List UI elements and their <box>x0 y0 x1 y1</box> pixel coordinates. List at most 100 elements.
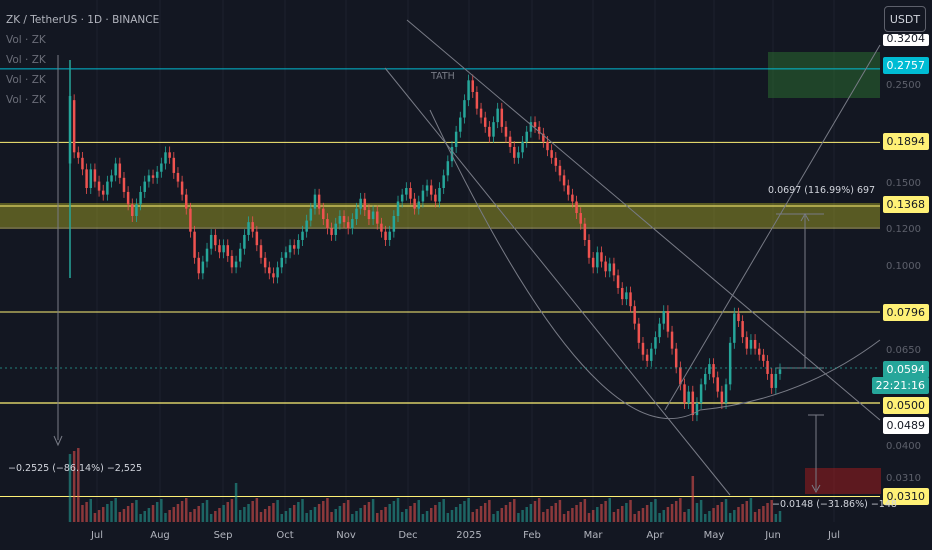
measure-left-arrow <box>53 435 63 447</box>
candle-body <box>699 384 703 403</box>
volume-bar <box>284 511 288 522</box>
volume-bar <box>513 499 516 522</box>
channel-line <box>384 67 731 496</box>
price-tick: 0.2500 <box>886 80 921 91</box>
volume-bar <box>546 509 549 522</box>
candle-body <box>546 141 549 151</box>
volume-bar <box>488 500 491 522</box>
volume-bar <box>122 509 126 522</box>
volume-bar <box>118 512 122 522</box>
price-label-target: 0.2757 <box>882 57 929 74</box>
candle-body <box>571 194 574 202</box>
candle-body <box>160 163 163 172</box>
volume-bar <box>483 503 487 522</box>
candle-body <box>488 126 491 137</box>
candle-body <box>259 245 263 258</box>
candle-body <box>637 323 641 343</box>
volume-bar <box>537 498 541 522</box>
volume-bar <box>272 503 275 522</box>
volume-bar <box>93 513 97 522</box>
candle-body <box>409 187 412 199</box>
volume-bar <box>434 505 437 522</box>
candle-body <box>562 175 566 186</box>
volume-bar <box>554 503 558 522</box>
volume-bar <box>749 498 753 522</box>
candle-body <box>762 354 765 361</box>
candle-body <box>247 222 250 235</box>
volume-bar <box>276 500 279 522</box>
volume-bar <box>168 510 171 522</box>
volume-bar <box>243 507 246 522</box>
volume-bar <box>193 509 196 522</box>
price-label-level: 0.0500 <box>882 397 929 414</box>
volume-bar <box>525 507 528 522</box>
candle-body <box>346 222 350 229</box>
candle-body <box>741 321 744 338</box>
vol-indicator-label: Vol · ZK <box>6 74 46 86</box>
volume-bar <box>247 504 250 522</box>
candle-body <box>529 122 533 132</box>
volume-bar <box>674 501 678 522</box>
volume-bar <box>301 499 304 522</box>
currency-button[interactable]: USDT <box>884 6 926 32</box>
volume-bar <box>417 500 421 522</box>
candle-body <box>479 108 483 118</box>
candle-body <box>330 228 333 235</box>
candle-body <box>513 146 516 158</box>
target-box <box>768 52 880 98</box>
candle-body <box>114 163 117 176</box>
volume-bar <box>587 513 591 522</box>
candle-body <box>309 208 313 221</box>
volume-bar <box>351 514 354 522</box>
time-tick: Jun <box>765 530 781 541</box>
volume-bar <box>774 514 778 522</box>
measure-down-right-label: −0.0148 (−31.86%) −148 <box>772 499 897 510</box>
volume-bar <box>733 510 736 522</box>
candle-body <box>749 339 753 349</box>
volume-bar <box>405 509 408 522</box>
time-tick: Apr <box>646 530 664 541</box>
time-tick: Jul <box>827 530 841 541</box>
candle-body <box>342 216 346 223</box>
volume-bar <box>392 501 396 522</box>
volume-bar <box>521 510 524 522</box>
volume-bar <box>778 511 782 522</box>
volume-bar <box>633 514 636 522</box>
volume-bar <box>442 499 445 522</box>
candle-body <box>313 194 317 209</box>
candle-body <box>243 234 246 249</box>
volume-bar <box>396 498 400 522</box>
candle-body <box>650 348 653 361</box>
candle-body <box>301 231 304 240</box>
volume-bar <box>222 505 225 522</box>
volume-bar <box>596 507 599 522</box>
volume-bar <box>230 499 234 522</box>
volume-bar <box>529 504 533 522</box>
candle-body <box>93 169 97 182</box>
volume-bar <box>612 512 616 522</box>
candle-body <box>463 100 466 118</box>
volume-bar <box>467 498 470 522</box>
volume-bar <box>77 448 80 522</box>
candle-body <box>542 133 545 142</box>
horizontal-levels <box>0 68 880 498</box>
candle-body <box>238 248 242 262</box>
price-tick: 0.1500 <box>886 178 921 189</box>
volume-bar <box>425 511 429 522</box>
volume-bar <box>363 505 367 522</box>
candle-body <box>658 323 661 338</box>
volume-bar <box>367 502 371 522</box>
volume-bar <box>496 511 499 522</box>
candle-body <box>550 150 553 158</box>
candle-body <box>355 208 358 220</box>
volume-bar <box>683 512 686 522</box>
volume-bar <box>209 514 213 522</box>
candle-body <box>662 311 665 324</box>
candle-body <box>504 126 508 137</box>
time-tick: Sep <box>213 530 233 541</box>
volume-bar <box>255 498 259 522</box>
volume-bar <box>268 506 271 522</box>
candle-body <box>392 216 396 232</box>
candle-body <box>197 257 200 274</box>
